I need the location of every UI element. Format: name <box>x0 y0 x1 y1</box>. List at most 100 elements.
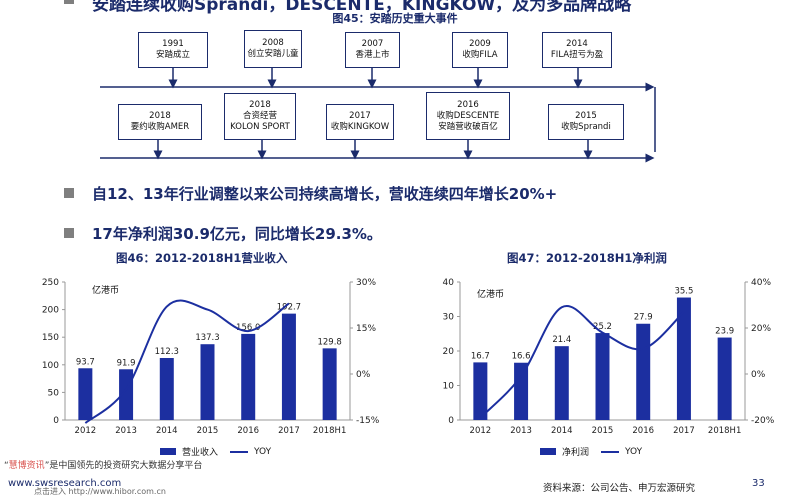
x-tick-label: 2014 <box>551 426 573 436</box>
bar <box>322 348 337 420</box>
x-tick-label: 2013 <box>510 426 532 436</box>
y-tick-label: 20 <box>443 347 455 357</box>
y-tick-label: 0 <box>448 416 454 426</box>
legend-bar-swatch <box>540 448 556 455</box>
data-label: 16.6 <box>512 352 531 362</box>
x-tick-label: 2015 <box>592 426 614 436</box>
data-label: 25.2 <box>593 322 612 332</box>
y2-tick-label: 0% <box>356 370 371 380</box>
bar <box>514 362 529 420</box>
cut-off-heading: 安踏连续收购Sprandi，DESCENTE，KINGKOW，及为多品牌战略 <box>92 0 632 15</box>
revenue-chart: 0 50 100 150 200 250 -15% 0% 15% 30% 93.7 2012 91.9 2… <box>42 278 380 436</box>
y-tick-label: 40 <box>443 278 455 288</box>
data-label: 192.7 <box>277 303 301 313</box>
legend-label: YOY <box>254 446 272 457</box>
bar <box>241 333 256 420</box>
chart-title: 图46：2012-2018H1营业收入 <box>116 251 288 265</box>
y-tick-label: 200 <box>42 306 59 316</box>
legend-label: YOY <box>625 446 643 457</box>
footer-note-text: 是中国领先的投资研究大数据分享平台 <box>49 461 203 471</box>
bar <box>78 368 93 420</box>
legend-line-swatch <box>601 450 620 453</box>
bullet-text: 17年净利润30.9亿元，同比增长29.3%。 <box>92 225 382 243</box>
heading-bullet <box>64 0 74 4</box>
data-label: 129.8 <box>317 337 341 347</box>
timeline-event-2018-kolon: 2018 合资经营 KOLON SPORT <box>224 93 296 140</box>
data-label: 16.7 <box>471 351 490 361</box>
timeline-event-2009: 2009 收购FILA <box>452 32 508 68</box>
chart-title: 图47：2012-2018H1净利润 <box>507 251 667 265</box>
data-label: 21.4 <box>552 335 571 345</box>
data-label: 156.0 <box>236 323 260 333</box>
timeline-event-1991: 1991 安踏成立 <box>138 32 208 68</box>
chart-legend: 净利润 YOY <box>540 445 642 458</box>
x-tick-label: 2015 <box>197 426 219 436</box>
data-label: 35.5 <box>674 287 693 297</box>
y2-tick-label: -15% <box>356 416 380 426</box>
y2-tick-label: 40% <box>751 278 771 288</box>
timeline-event-2014: 2014 FILA扭亏为盈 <box>542 32 612 68</box>
chart-legend: 营业收入 YOY <box>160 445 271 458</box>
timeline-event-2015-sprandi: 2015 收购Sprandi <box>548 104 624 140</box>
footer-brand: 慧博资讯 <box>8 461 45 471</box>
bar <box>717 337 732 420</box>
timeline-event-2008: 2008 创立安踏儿童 <box>244 30 302 68</box>
x-tick-label: 2012 <box>470 426 492 436</box>
x-tick-label: 2016 <box>237 426 259 436</box>
timeline-event-2007: 2007 香港上市 <box>345 32 400 68</box>
y-tick-label: 10 <box>443 382 455 392</box>
bullet-marker <box>64 188 74 198</box>
data-label: 137.3 <box>195 333 219 343</box>
yoy-line <box>479 305 685 419</box>
timeline-title: 图45：安踏历史重大事件 <box>332 12 458 25</box>
bar <box>554 346 569 420</box>
website-link[interactable]: www.swsresearch.com <box>8 478 122 489</box>
bar <box>200 344 215 420</box>
timeline-event-2018-amer: 2018 要约收购AMER <box>118 104 202 140</box>
net-profit-chart: 0 10 20 30 40 -20% 0% 20% 40% 16.7 2012 16.6 2013 21.… <box>443 278 775 436</box>
y2-tick-label: 30% <box>356 278 376 288</box>
chart-unit-label: 亿港币 <box>92 286 120 296</box>
bar <box>595 333 610 420</box>
x-tick-label: 2014 <box>156 426 178 436</box>
y2-tick-label: -20% <box>751 416 775 426</box>
x-tick-label: 2017 <box>278 426 300 436</box>
y2-tick-label: 20% <box>751 324 771 334</box>
y-tick-label: 50 <box>48 388 60 398</box>
x-tick-label: 2016 <box>632 426 654 436</box>
chart-unit-label: 亿港币 <box>477 290 505 300</box>
legend-label: 营业收入 <box>182 448 219 458</box>
bar <box>676 297 691 420</box>
bar <box>159 358 174 420</box>
timeline-event-2017-kingkow: 2017 收购KINGKOW <box>326 104 394 140</box>
x-tick-label: 2018H1 <box>313 426 346 436</box>
footer-note: “慧博资讯”是中国领先的投资研究大数据分享平台 <box>4 461 203 471</box>
bullet-marker <box>64 228 74 238</box>
x-tick-label: 2012 <box>75 426 97 436</box>
y2-tick-label: 15% <box>356 324 376 334</box>
x-tick-label: 2018H1 <box>708 426 741 436</box>
y2-tick-label: 0% <box>751 370 766 380</box>
y-tick-label: 150 <box>42 333 59 343</box>
y-tick-label: 100 <box>42 361 59 371</box>
data-label: 112.3 <box>155 347 179 357</box>
data-label: 23.9 <box>715 327 734 337</box>
timeline-event-2016-descente: 2016 收购DESCENTE 安踏营收破百亿 <box>426 92 510 140</box>
yoy-line <box>84 299 290 424</box>
bar <box>281 313 296 420</box>
hibor-link[interactable]: 点击进入 http://www.hibor.com.cn <box>34 487 166 496</box>
legend-label: 净利润 <box>562 448 590 458</box>
data-label: 27.9 <box>634 313 653 323</box>
source-note: 资料来源：公司公告、申万宏源研究 <box>543 483 696 494</box>
x-tick-label: 2013 <box>115 426 137 436</box>
bar <box>636 323 651 420</box>
y-tick-label: 0 <box>53 416 59 426</box>
data-label: 93.7 <box>76 357 95 367</box>
y-tick-label: 250 <box>42 278 59 288</box>
bar <box>473 362 488 420</box>
x-tick-label: 2017 <box>673 426 695 436</box>
page-number: 33 <box>752 478 765 489</box>
legend-line-swatch <box>230 450 249 453</box>
legend-bar-swatch <box>160 448 176 455</box>
data-label: 91.9 <box>117 358 136 368</box>
